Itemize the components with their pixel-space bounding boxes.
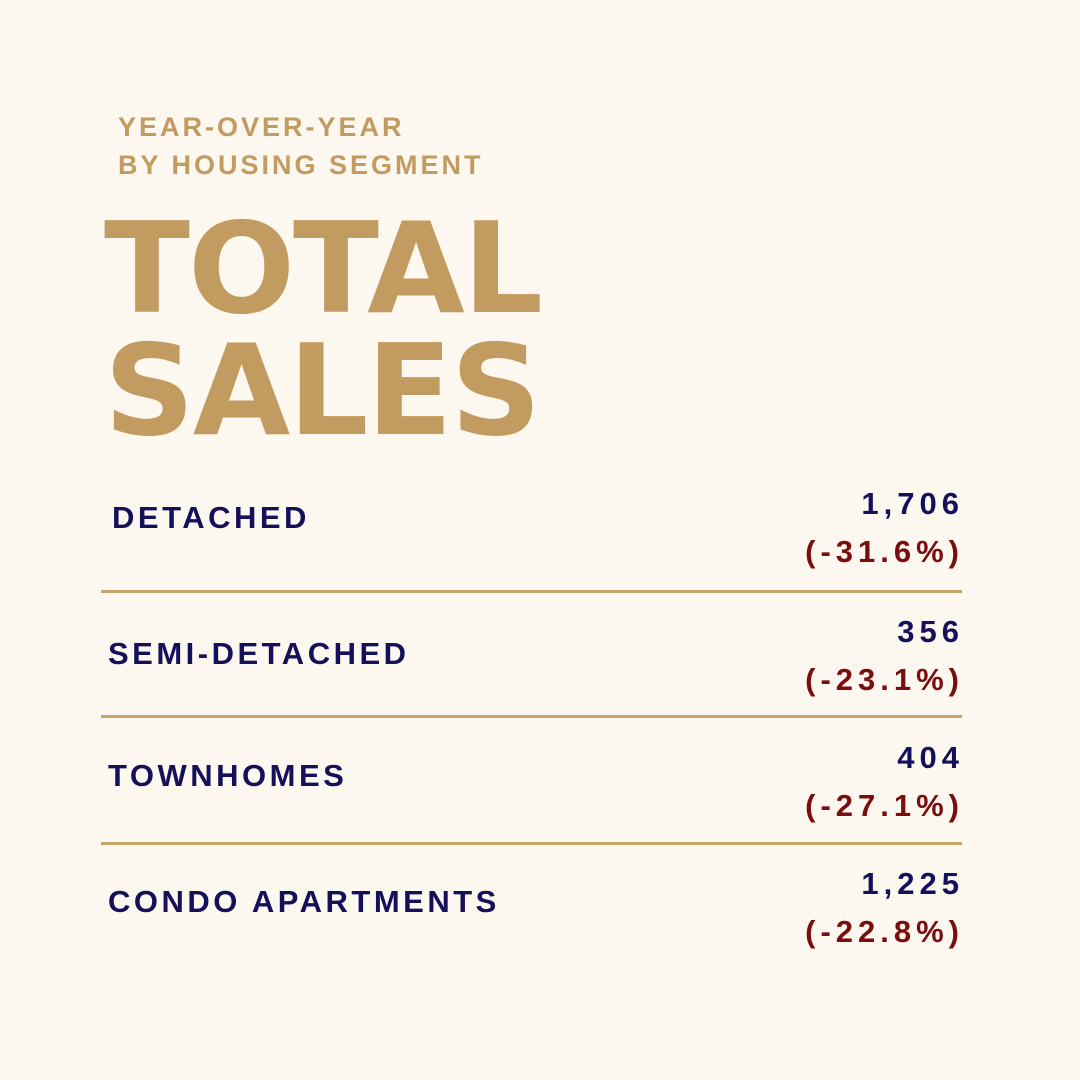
- segment-values-detached: 1,706 (-31.6%): [805, 480, 964, 576]
- segment-change: (-22.8%): [805, 914, 964, 949]
- segment-values-condo-apartments: 1,225 (-22.8%): [805, 860, 964, 956]
- segment-label-semi-detached: SEMI-DETACHED: [108, 636, 410, 671]
- row-divider: [101, 590, 962, 593]
- segment-value: 356: [897, 614, 964, 649]
- segment-value: 1,225: [861, 866, 964, 901]
- row-divider: [101, 842, 962, 845]
- segment-value: 404: [897, 740, 964, 775]
- segment-label-condo-apartments: CONDO APARTMENTS: [108, 884, 500, 919]
- title-line-2: SALES: [104, 317, 541, 464]
- segment-change: (-23.1%): [805, 662, 964, 697]
- segment-values-townhomes: 404 (-27.1%): [805, 734, 964, 830]
- segment-change: (-31.6%): [805, 534, 964, 569]
- subtitle: YEAR-OVER-YEAR BY HOUSING SEGMENT: [118, 108, 484, 184]
- subtitle-line-1: YEAR-OVER-YEAR: [118, 112, 405, 142]
- segment-values-semi-detached: 356 (-23.1%): [805, 608, 964, 704]
- row-divider: [101, 715, 962, 718]
- segment-label-detached: DETACHED: [112, 500, 310, 535]
- subtitle-line-2: BY HOUSING SEGMENT: [118, 150, 484, 180]
- segment-value: 1,706: [861, 486, 964, 521]
- page-title: TOTAL SALES: [104, 195, 543, 464]
- title-line-1: TOTAL: [104, 195, 543, 342]
- segment-label-townhomes: TOWNHOMES: [108, 758, 348, 793]
- segment-change: (-27.1%): [805, 788, 964, 823]
